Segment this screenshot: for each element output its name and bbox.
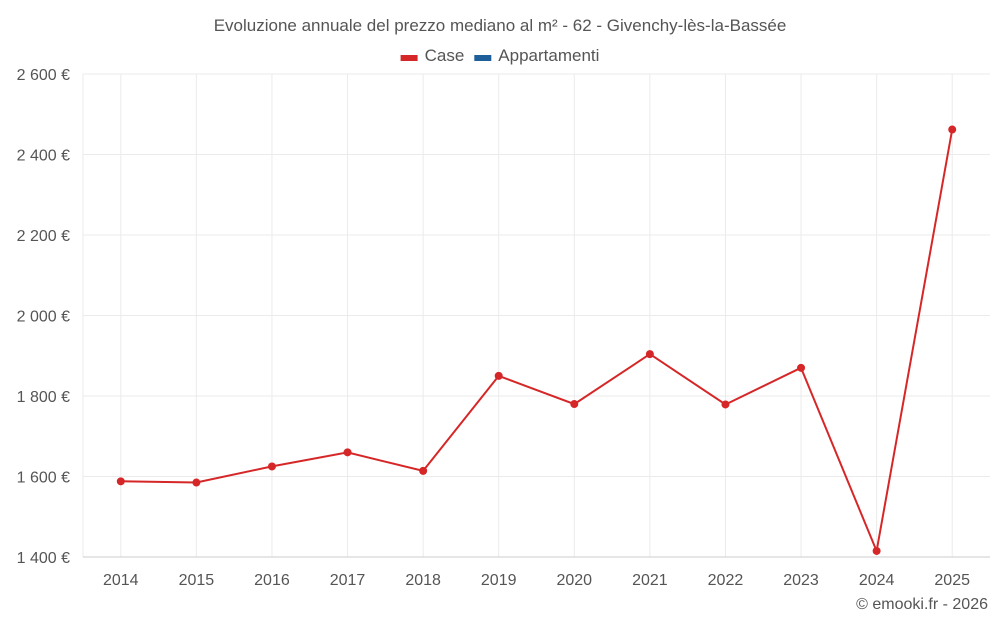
legend: Case Appartamenti xyxy=(400,46,599,65)
data-point-2015[interactable] xyxy=(192,478,201,487)
data-point-2019[interactable] xyxy=(494,371,503,380)
data-point-2022[interactable] xyxy=(721,400,730,409)
data-point-2016[interactable] xyxy=(267,462,276,471)
data-point-2020[interactable] xyxy=(570,400,579,409)
series-line-case xyxy=(120,129,954,555)
x-tick-label: 2017 xyxy=(330,572,366,589)
grid-layer xyxy=(82,73,990,557)
data-point-2014[interactable] xyxy=(116,477,125,486)
x-tick-label: 2019 xyxy=(481,572,517,589)
chart-title: Evoluzione annuale del prezzo mediano al… xyxy=(214,16,787,35)
x-tick-label: 2018 xyxy=(405,572,441,589)
legend-item-appartamenti[interactable]: Appartamenti xyxy=(474,46,599,65)
x-tick-label: 2015 xyxy=(179,572,215,589)
series-layer xyxy=(116,125,957,555)
x-tick-label: 2023 xyxy=(783,572,819,589)
x-tick-label: 2024 xyxy=(859,572,895,589)
data-point-2024[interactable] xyxy=(872,546,881,555)
data-point-2017[interactable] xyxy=(343,448,352,457)
data-point-2021[interactable] xyxy=(645,350,654,359)
y-tick-label: 1 800 € xyxy=(17,389,70,406)
x-tick-label: 2022 xyxy=(708,572,744,589)
copyright-credit: © emooki.fr - 2026 xyxy=(856,596,988,613)
x-tick-label: 2014 xyxy=(103,572,139,589)
legend-label: Case xyxy=(425,46,465,65)
y-tick-label: 2 400 € xyxy=(17,148,70,165)
legend-swatch xyxy=(474,55,492,61)
data-point-2023[interactable] xyxy=(797,363,806,372)
x-tick-label: 2021 xyxy=(632,572,668,589)
y-tick-label: 2 000 € xyxy=(17,309,70,326)
y-tick-label: 1 400 € xyxy=(17,550,70,567)
y-tick-label: 1 600 € xyxy=(17,470,70,487)
y-tick-label: 2 600 € xyxy=(17,67,70,84)
legend-item-case[interactable]: Case xyxy=(400,46,465,65)
legend-swatch xyxy=(400,55,418,61)
data-point-2018[interactable] xyxy=(419,466,428,475)
y-tick-label: 2 200 € xyxy=(17,228,70,245)
x-tick-label: 2025 xyxy=(934,572,970,589)
x-tick-label: 2016 xyxy=(254,572,290,589)
legend-label: Appartamenti xyxy=(498,46,599,65)
x-tick-label: 2020 xyxy=(556,572,592,589)
data-point-2025[interactable] xyxy=(948,125,957,134)
axis-layer: 1 400 € 1 600 € 1 800 € 2 000 € 2 200 € 2 400… xyxy=(17,67,990,589)
